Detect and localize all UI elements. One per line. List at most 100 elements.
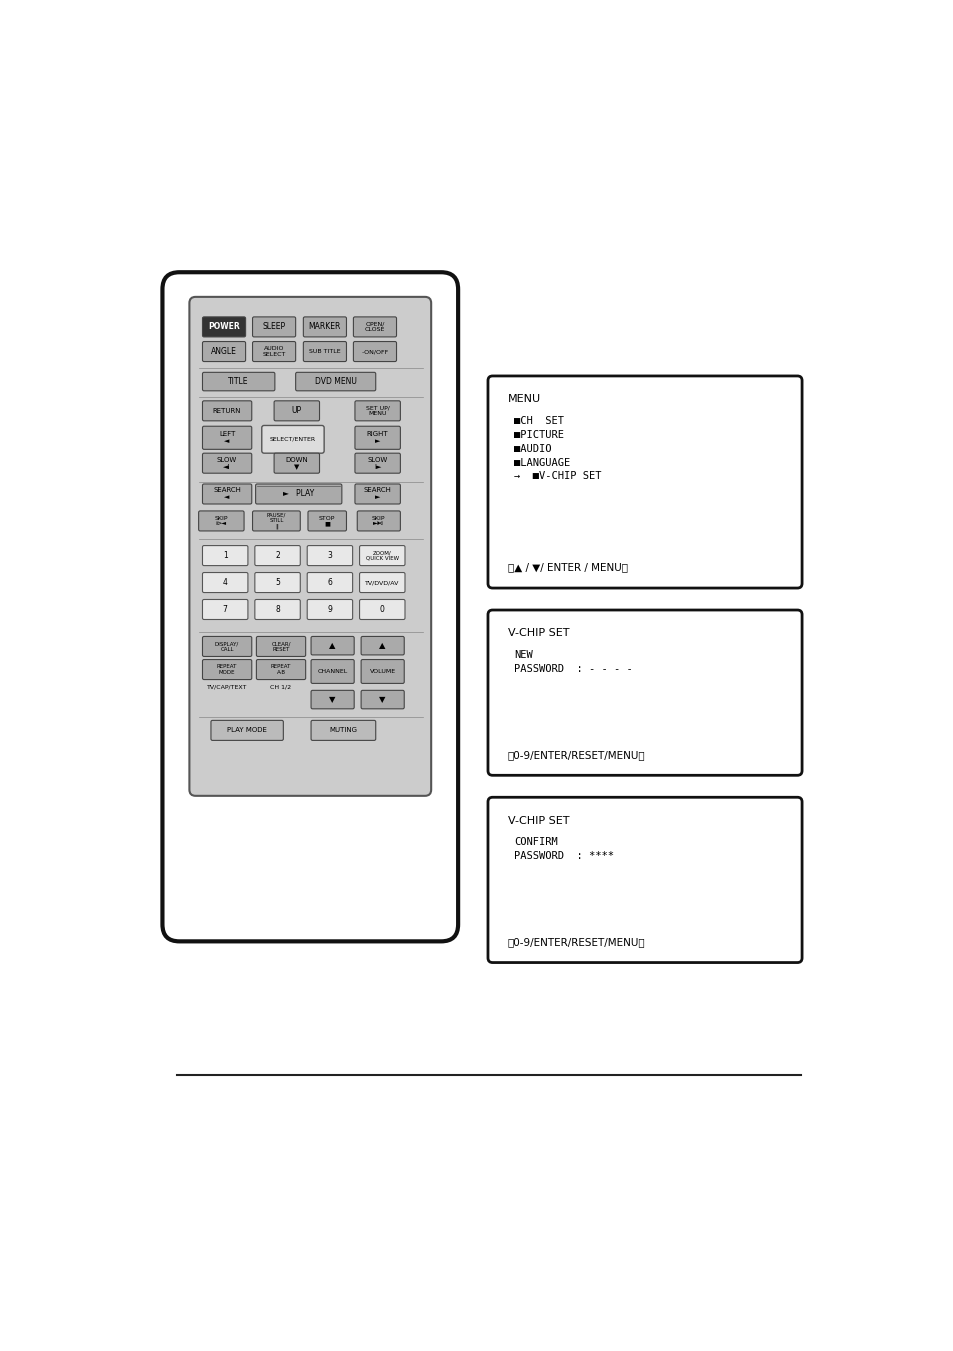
FancyBboxPatch shape (311, 659, 354, 684)
FancyBboxPatch shape (311, 720, 375, 740)
FancyBboxPatch shape (295, 373, 375, 390)
Text: RIGHT
►: RIGHT ► (367, 431, 388, 444)
Text: PASSWORD  : - - - -: PASSWORD : - - - - (514, 663, 632, 674)
Text: ■CH  SET: ■CH SET (514, 416, 563, 426)
FancyBboxPatch shape (359, 573, 405, 593)
FancyBboxPatch shape (254, 600, 300, 620)
Text: CLEAR/
RESET: CLEAR/ RESET (271, 642, 291, 651)
Text: ▼: ▼ (329, 694, 335, 704)
FancyBboxPatch shape (307, 546, 353, 566)
FancyBboxPatch shape (211, 720, 283, 740)
Text: 〈▲ / ▼/ ENTER / MENU〉: 〈▲ / ▼/ ENTER / MENU〉 (507, 562, 627, 573)
Text: SKIP
►⧑: SKIP ►⧑ (372, 516, 385, 527)
Text: CHANNEL: CHANNEL (317, 669, 348, 674)
FancyBboxPatch shape (311, 690, 354, 709)
FancyBboxPatch shape (356, 511, 400, 531)
Text: DVD MENU: DVD MENU (314, 377, 356, 386)
FancyBboxPatch shape (307, 573, 353, 593)
FancyBboxPatch shape (359, 600, 405, 620)
Text: TV/DVD/AV: TV/DVD/AV (365, 580, 399, 585)
Text: 3: 3 (327, 551, 332, 561)
FancyBboxPatch shape (202, 373, 274, 390)
Text: SKIP
⧐◄: SKIP ⧐◄ (214, 516, 228, 527)
Text: PAUSE/
STILL
‖: PAUSE/ STILL ‖ (267, 512, 286, 530)
Text: SEARCH
◄: SEARCH ◄ (213, 488, 241, 500)
Text: 8: 8 (274, 605, 279, 613)
Text: –ON/OFF: –ON/OFF (361, 349, 388, 354)
Text: ▼: ▼ (379, 694, 386, 704)
FancyBboxPatch shape (202, 546, 248, 566)
Text: ■AUDIO: ■AUDIO (514, 443, 551, 454)
Text: REPEAT
MODE: REPEAT MODE (216, 665, 237, 676)
FancyBboxPatch shape (361, 690, 404, 709)
FancyBboxPatch shape (202, 573, 248, 593)
FancyBboxPatch shape (353, 317, 396, 336)
Text: PLAY MODE: PLAY MODE (227, 727, 267, 734)
Text: SLOW
◄I: SLOW ◄I (216, 457, 237, 470)
Text: TV/CAP/TEXT: TV/CAP/TEXT (207, 684, 247, 689)
Text: 7: 7 (223, 605, 228, 613)
FancyBboxPatch shape (303, 317, 346, 336)
Text: CH 1/2: CH 1/2 (271, 684, 292, 689)
Text: 0: 0 (379, 605, 384, 613)
FancyBboxPatch shape (254, 573, 300, 593)
FancyBboxPatch shape (361, 659, 404, 684)
Text: RETURN: RETURN (213, 408, 241, 413)
Text: 4: 4 (223, 578, 228, 588)
Text: DOWN
▼: DOWN ▼ (285, 457, 308, 470)
Text: ►   PLAY: ► PLAY (283, 489, 314, 499)
Text: V-CHIP SET: V-CHIP SET (507, 816, 569, 825)
FancyBboxPatch shape (274, 401, 319, 422)
FancyBboxPatch shape (261, 426, 324, 453)
FancyBboxPatch shape (355, 453, 400, 473)
Text: ■PICTURE: ■PICTURE (514, 430, 563, 440)
Text: ZOOM/
QUICK VIEW: ZOOM/ QUICK VIEW (365, 550, 398, 561)
FancyBboxPatch shape (274, 453, 319, 473)
Text: UP: UP (292, 407, 301, 415)
Text: SLOW
I►: SLOW I► (367, 457, 387, 470)
FancyBboxPatch shape (202, 401, 252, 422)
Text: SLEEP: SLEEP (262, 323, 285, 331)
Text: STOP
■: STOP ■ (318, 516, 335, 527)
Text: 6: 6 (327, 578, 332, 588)
Text: AUDIO
SELECT: AUDIO SELECT (262, 346, 286, 357)
FancyBboxPatch shape (361, 636, 404, 655)
Text: VOLUME: VOLUME (369, 669, 395, 674)
Text: TITLE: TITLE (228, 377, 249, 386)
FancyBboxPatch shape (202, 342, 245, 362)
FancyBboxPatch shape (198, 511, 244, 531)
Text: DISPLAY/
CALL: DISPLAY/ CALL (214, 642, 239, 651)
FancyBboxPatch shape (162, 273, 457, 942)
Text: REPEAT
A-B: REPEAT A-B (271, 665, 291, 676)
FancyBboxPatch shape (359, 546, 405, 566)
Text: 1: 1 (223, 551, 228, 561)
FancyBboxPatch shape (202, 659, 252, 680)
Text: LEFT
◄: LEFT ◄ (218, 431, 235, 444)
Text: ▲: ▲ (329, 642, 335, 650)
FancyBboxPatch shape (202, 484, 252, 504)
FancyBboxPatch shape (253, 342, 295, 362)
Text: V-CHIP SET: V-CHIP SET (507, 628, 569, 639)
FancyBboxPatch shape (253, 511, 300, 531)
Text: SELECT/ENTER: SELECT/ENTER (270, 436, 315, 442)
Text: 〈0-9/ENTER/RESET/MENU〉: 〈0-9/ENTER/RESET/MENU〉 (507, 938, 645, 947)
FancyBboxPatch shape (256, 659, 305, 680)
FancyBboxPatch shape (488, 797, 801, 962)
FancyBboxPatch shape (355, 426, 400, 450)
FancyBboxPatch shape (202, 453, 252, 473)
FancyBboxPatch shape (253, 317, 295, 336)
FancyBboxPatch shape (307, 600, 353, 620)
Text: OPEN/
CLOSE: OPEN/ CLOSE (364, 322, 385, 332)
FancyBboxPatch shape (308, 511, 346, 531)
FancyBboxPatch shape (256, 636, 305, 657)
FancyBboxPatch shape (202, 426, 252, 450)
FancyBboxPatch shape (202, 600, 248, 620)
Text: ▲: ▲ (379, 642, 386, 650)
Text: →  ■V-CHIP SET: → ■V-CHIP SET (514, 471, 601, 481)
FancyBboxPatch shape (355, 484, 400, 504)
FancyBboxPatch shape (202, 636, 252, 657)
FancyBboxPatch shape (254, 546, 300, 566)
Text: SUB TITLE: SUB TITLE (309, 349, 340, 354)
Text: ANGLE: ANGLE (211, 347, 236, 357)
FancyBboxPatch shape (488, 376, 801, 588)
